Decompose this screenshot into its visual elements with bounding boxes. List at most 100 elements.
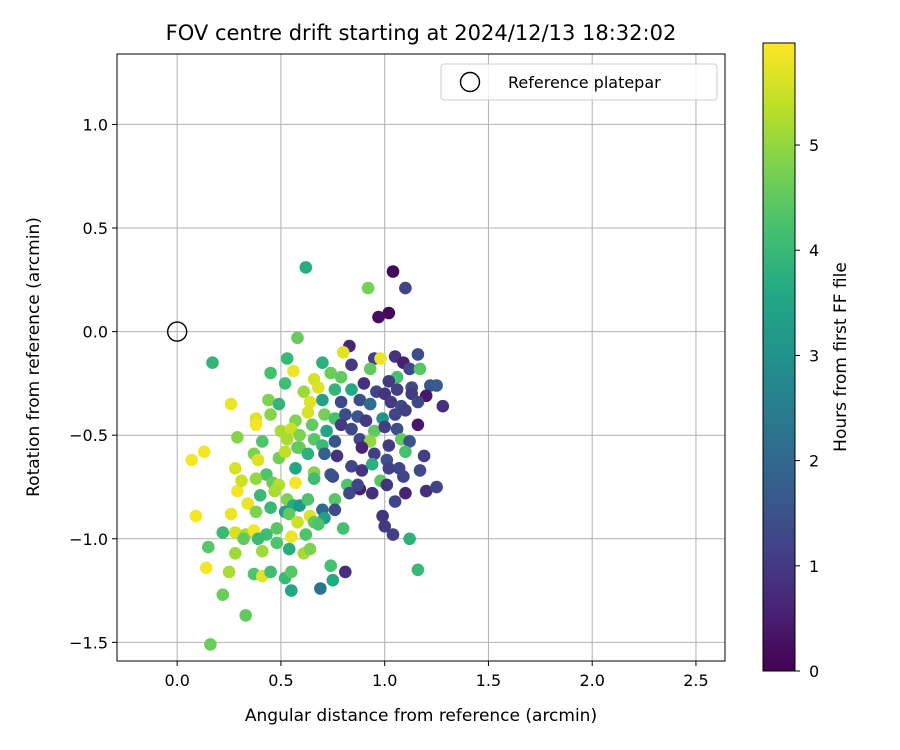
- colorbar-tick-label: 1: [809, 557, 819, 576]
- data-point: [255, 435, 269, 448]
- data-point: [282, 542, 296, 556]
- colorbar-tick-label: 0: [809, 662, 819, 681]
- data-point: [216, 588, 230, 601]
- data-point: [264, 408, 277, 421]
- data-point: [305, 418, 319, 432]
- data-point: [386, 528, 400, 541]
- data-point: [301, 406, 315, 419]
- data-point: [353, 393, 367, 407]
- data-point: [280, 352, 294, 365]
- data-point: [229, 462, 242, 475]
- data-point: [278, 377, 292, 390]
- colorbar: 0 1 2 3 4 5 Hours from first FF file: [762, 42, 851, 681]
- legend-box: [440, 63, 718, 101]
- data-point: [384, 395, 398, 409]
- data-point: [312, 518, 325, 531]
- data-point: [282, 507, 296, 521]
- data-point: [365, 457, 379, 471]
- data-point: [355, 464, 369, 477]
- data-point: [301, 493, 315, 506]
- y-tick-label: −1.5: [69, 633, 108, 652]
- data-points: [185, 261, 450, 651]
- data-point: [255, 544, 269, 558]
- data-point: [357, 377, 371, 390]
- data-point: [334, 370, 348, 384]
- data-point: [224, 507, 238, 521]
- data-point: [291, 441, 304, 454]
- data-point: [382, 462, 396, 475]
- data-point: [374, 352, 387, 365]
- data-point: [202, 540, 215, 554]
- colorbar-tick-label: 5: [809, 136, 819, 155]
- data-point: [270, 536, 284, 550]
- data-point: [239, 609, 252, 622]
- y-axis-label: Rotation from reference (arcmin): [24, 217, 44, 497]
- data-point: [285, 584, 298, 597]
- data-point: [376, 509, 389, 523]
- data-point: [399, 281, 412, 295]
- data-point: [318, 408, 331, 421]
- data-point: [399, 445, 412, 459]
- data-point: [430, 480, 443, 494]
- x-tick-label: 2.0: [579, 671, 604, 690]
- data-point: [197, 445, 211, 459]
- data-point: [237, 532, 250, 546]
- chart-title: FOV centre drift starting at 2024/12/13 …: [166, 21, 677, 45]
- data-point: [363, 397, 377, 411]
- data-point: [249, 505, 263, 519]
- data-point: [293, 428, 306, 442]
- x-ticks: 0.0 0.5 1.0 1.5 2.0 2.5: [164, 661, 709, 690]
- data-point: [318, 447, 331, 461]
- data-point: [345, 460, 358, 473]
- data-point: [334, 418, 348, 432]
- data-point: [222, 565, 236, 579]
- data-point: [413, 464, 427, 477]
- data-point: [328, 493, 342, 506]
- legend-marker-reference: [459, 71, 481, 93]
- data-point: [272, 397, 286, 411]
- data-point: [324, 559, 338, 572]
- colorbar-frame: [762, 42, 796, 672]
- data-point: [251, 532, 265, 546]
- colorbar-tick-label: 2: [809, 452, 819, 471]
- colorbar-tick-label: 3: [809, 346, 819, 365]
- y-tick-label: 0.5: [83, 219, 108, 238]
- data-point: [297, 385, 311, 399]
- x-tick-label: 0.0: [164, 671, 189, 690]
- data-point: [388, 495, 402, 508]
- y-tick-label: 0.0: [83, 323, 108, 342]
- data-point: [330, 449, 344, 463]
- data-point: [278, 445, 292, 459]
- data-point: [303, 395, 317, 409]
- data-point: [430, 379, 443, 392]
- data-point: [216, 526, 230, 539]
- data-point: [403, 532, 416, 546]
- data-point: [264, 366, 277, 380]
- data-point: [289, 462, 302, 475]
- data-point: [241, 497, 254, 510]
- legend-entry-reference: Reference platepar: [508, 73, 661, 92]
- data-point: [390, 383, 404, 396]
- y-tick-label: −1.0: [69, 530, 108, 549]
- data-point: [411, 395, 425, 409]
- data-point: [328, 503, 342, 517]
- data-point: [312, 381, 325, 394]
- data-point: [372, 310, 385, 324]
- data-point: [199, 561, 213, 575]
- y-tick-label: −0.5: [69, 426, 108, 445]
- data-point: [345, 383, 358, 396]
- data-point: [285, 530, 298, 543]
- data-point: [287, 364, 300, 378]
- colorbar-label: Hours from first FF file: [831, 262, 851, 452]
- colorbar-gradient: [763, 43, 795, 671]
- data-point: [185, 453, 198, 467]
- data-point: [320, 424, 333, 438]
- x-tick-label: 2.5: [683, 671, 708, 690]
- data-point: [399, 404, 412, 417]
- data-point: [368, 424, 381, 438]
- grid-lines: [117, 54, 725, 661]
- data-point: [204, 638, 217, 651]
- data-point: [336, 346, 350, 359]
- data-point: [363, 362, 377, 376]
- data-point: [378, 420, 392, 434]
